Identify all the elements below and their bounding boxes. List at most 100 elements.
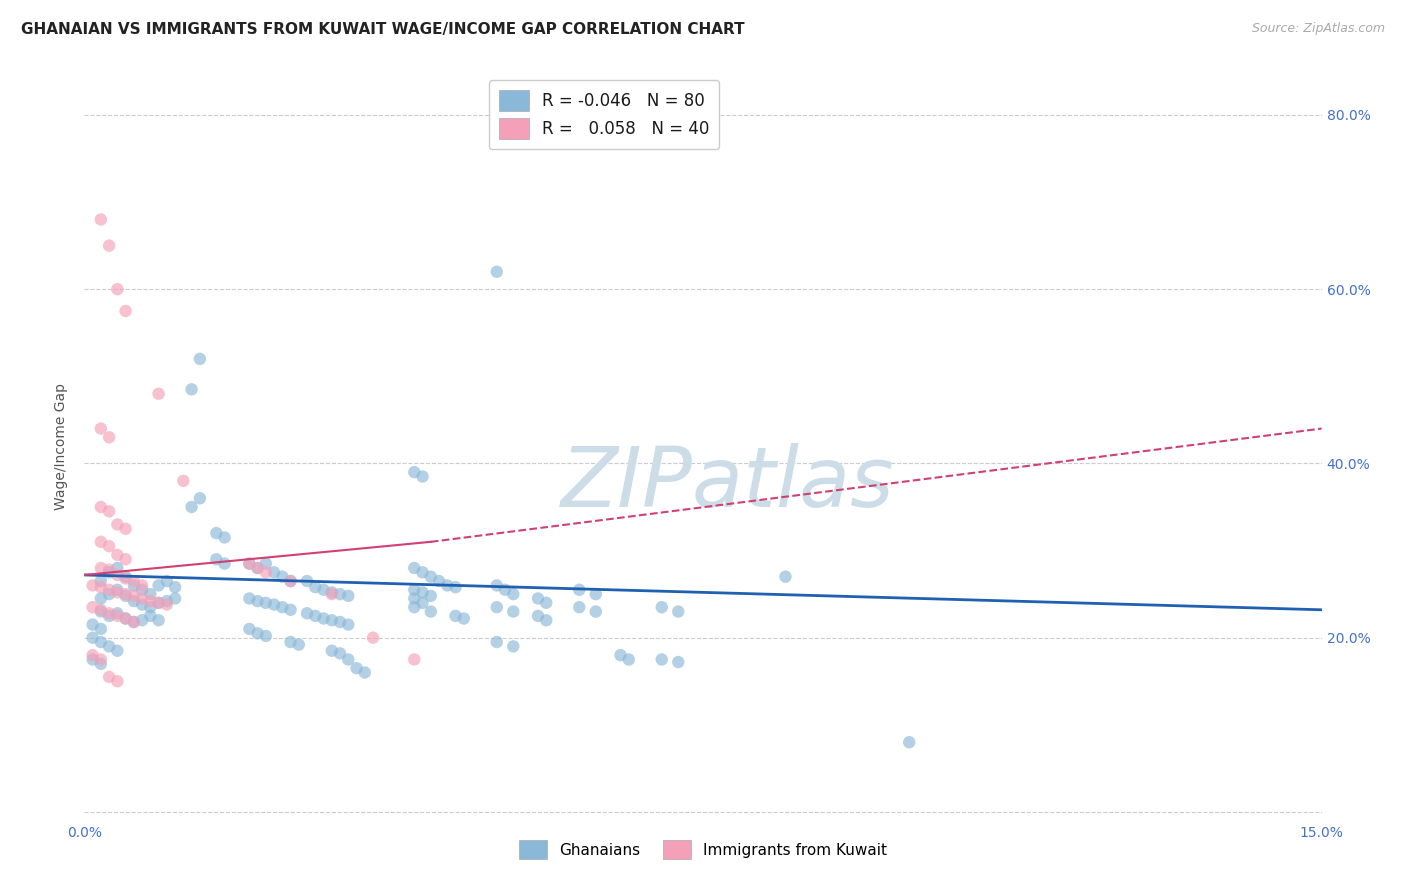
Point [122,589,145,603]
Point [329,646,352,660]
Point [412,596,434,610]
Point [321,585,343,599]
Point [90,652,112,666]
Point [404,561,426,575]
Point [148,596,170,610]
Point [214,531,236,545]
Point [105,644,128,658]
Point [98,238,121,252]
Point [105,582,128,597]
Point [609,648,631,662]
Point [361,631,384,645]
Point [131,578,153,592]
Point [238,557,260,571]
Point [114,552,136,566]
Point [412,469,434,483]
Point [280,635,302,649]
Point [90,605,112,619]
Point [148,386,170,401]
Point [404,582,426,597]
Point [404,591,426,606]
Point [214,557,236,571]
Point [165,580,187,594]
Point [651,652,673,666]
Point [485,600,508,615]
Point [404,465,426,479]
Point [321,644,343,658]
Point [295,607,318,621]
Point [666,605,689,619]
Legend: Ghanaians, Immigrants from Kuwait: Ghanaians, Immigrants from Kuwait [513,834,893,865]
Point [122,615,145,629]
Point [312,611,335,625]
Point [105,608,128,623]
Point [105,282,128,296]
Point [139,587,162,601]
Point [114,304,136,318]
Point [353,665,375,680]
Point [165,591,187,606]
Point [90,635,112,649]
Point [98,608,121,623]
Point [666,655,689,669]
Point [404,652,426,666]
Point [98,587,121,601]
Point [404,600,426,615]
Point [494,582,516,597]
Point [105,568,128,582]
Point [329,615,352,629]
Point [90,574,112,588]
Point [156,594,179,608]
Point [527,608,550,623]
Point [90,500,112,514]
Point [444,608,467,623]
Point [105,585,128,599]
Point [180,383,202,397]
Point [254,557,277,571]
Text: GHANAIAN VS IMMIGRANTS FROM KUWAIT WAGE/INCOME GAP CORRELATION CHART: GHANAIAN VS IMMIGRANTS FROM KUWAIT WAGE/… [21,22,745,37]
Point [98,563,121,577]
Point [114,611,136,625]
Point [502,587,524,601]
Point [148,613,170,627]
Point [122,578,145,592]
Point [617,652,640,666]
Point [271,600,294,615]
Point [485,578,508,592]
Point [337,652,360,666]
Point [329,587,352,601]
Point [98,670,121,684]
Point [82,648,104,662]
Point [337,589,360,603]
Point [131,598,153,612]
Point [280,574,302,588]
Point [238,557,260,571]
Point [156,598,179,612]
Point [114,611,136,625]
Point [148,578,170,592]
Point [105,674,128,689]
Point [536,613,558,627]
Point [412,566,434,580]
Point [98,504,121,518]
Point [254,566,277,580]
Point [263,598,285,612]
Point [122,594,145,608]
Point [114,571,136,585]
Point [419,605,441,619]
Point [98,582,121,597]
Point [898,735,921,749]
Text: ZIPatlas: ZIPatlas [561,443,894,524]
Point [502,605,524,619]
Point [114,522,136,536]
Point [238,622,260,636]
Point [114,570,136,584]
Point [527,591,550,606]
Point [263,566,285,580]
Point [205,552,228,566]
Point [304,580,326,594]
Point [114,587,136,601]
Point [246,561,269,575]
Point [98,430,121,444]
Point [172,474,194,488]
